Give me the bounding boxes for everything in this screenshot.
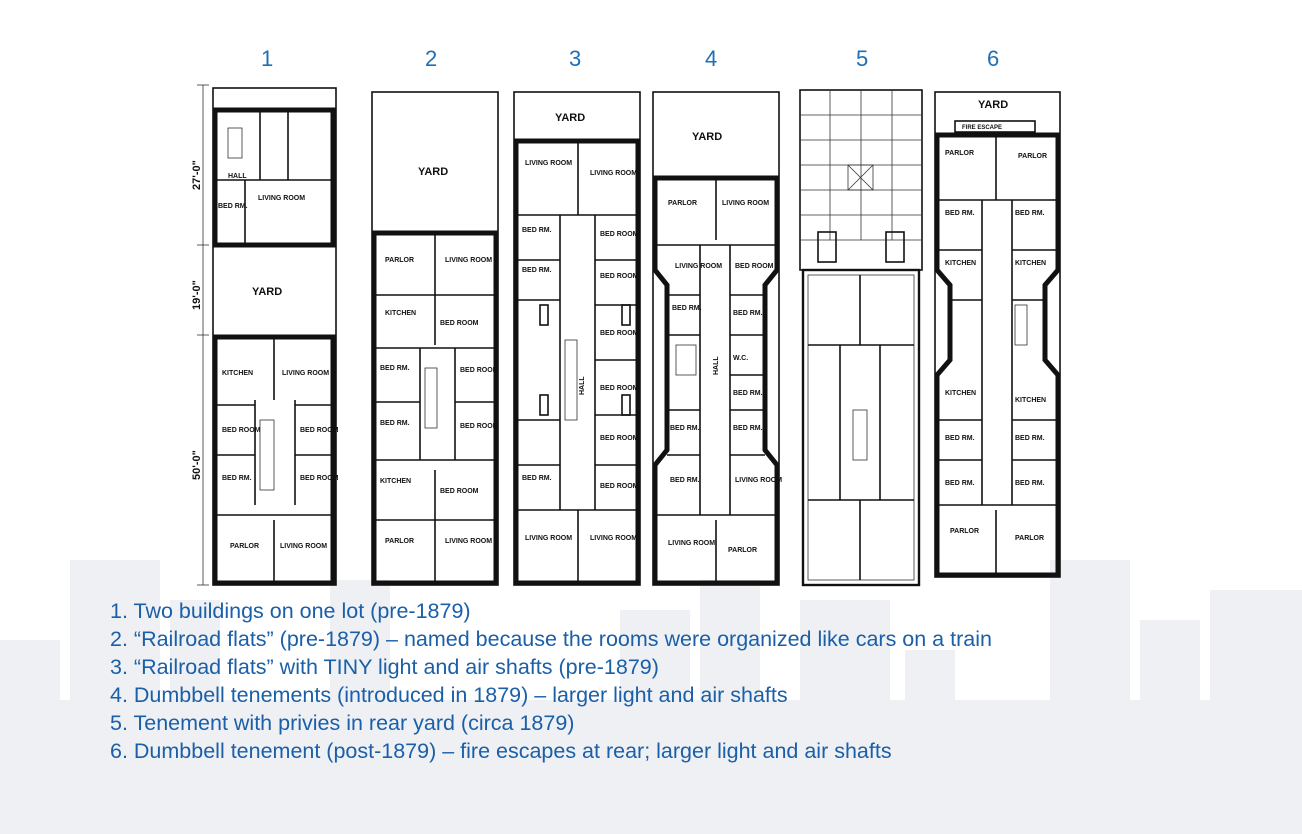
room-label: LIVING ROOM: [445, 538, 492, 545]
caption-3: 3. “Railroad flats” with TINY light and …: [110, 655, 659, 679]
plan-2: YARD PARLOR LIVING ROOM KITCHEN BED ROOM…: [371, 91, 499, 586]
room-label: YARD: [692, 131, 722, 143]
room-label: BED RM.: [670, 425, 700, 432]
room-label: BED ROOM: [600, 483, 639, 490]
dimension-label: 50'-0": [191, 450, 203, 480]
room-label: KITCHEN: [380, 478, 411, 485]
plan-number-6: 6: [987, 46, 1000, 71]
room-label: BED ROOM: [600, 435, 639, 442]
room-label: BED ROOM: [600, 330, 639, 337]
room-label: YARD: [252, 286, 282, 298]
room-label: HALL: [713, 356, 720, 375]
room-label: BED RM.: [733, 310, 763, 317]
room-label: PARLOR: [385, 538, 414, 545]
room-label: LIVING ROOM: [525, 160, 572, 167]
plan-number-1: 1: [261, 46, 274, 71]
room-label: BED ROOM: [735, 263, 774, 270]
room-label: BED RM.: [218, 203, 248, 210]
room-label: HALL: [228, 173, 247, 180]
room-label: LIVING ROOM: [735, 477, 782, 484]
plan-number-2: 2: [425, 46, 438, 71]
room-label: LIVING ROOM: [668, 540, 715, 547]
plan-1: 27'-0" 19'-0" 50'-0" HALL LIVING ROOM BE…: [191, 84, 339, 586]
room-label: BED RM.: [945, 435, 975, 442]
caption-2: 2. “Railroad flats” (pre-1879) – named b…: [110, 627, 992, 651]
plan-number-5: 5: [856, 46, 869, 71]
room-label: LIVING ROOM: [590, 535, 637, 542]
room-label: PARLOR: [950, 528, 979, 535]
room-label: BED ROOM: [460, 423, 499, 430]
room-label: LIVING ROOM: [525, 535, 572, 542]
room-label: YARD: [978, 99, 1008, 111]
room-label: PARLOR: [1018, 153, 1047, 160]
room-label: BED RM.: [1015, 435, 1045, 442]
room-label: YARD: [555, 112, 585, 124]
room-label: BED ROOM: [600, 385, 639, 392]
dimension-label: 27'-0": [191, 160, 203, 190]
room-label: PARLOR: [1015, 535, 1044, 542]
caption-4: 4. Dumbbell tenements (introduced in 187…: [110, 683, 788, 707]
room-label: PARLOR: [728, 547, 757, 554]
room-label: PARLOR: [945, 150, 974, 157]
room-label: KITCHEN: [945, 260, 976, 267]
caption-6: 6. Dumbbell tenement (post-1879) – fire …: [110, 739, 892, 763]
room-label: BED ROOM: [600, 273, 639, 280]
room-label: KITCHEN: [222, 370, 253, 377]
room-label: BED ROOM: [460, 367, 499, 374]
room-label: LIVING ROOM: [590, 170, 637, 177]
room-label: BED RM.: [945, 480, 975, 487]
room-label: LIVING ROOM: [280, 543, 327, 550]
room-label: BED ROOM: [600, 231, 639, 238]
room-label: BED RM.: [522, 267, 552, 274]
room-label: KITCHEN: [385, 310, 416, 317]
room-label: YARD: [418, 166, 448, 178]
room-label: KITCHEN: [1015, 397, 1046, 404]
room-label: BED RM.: [1015, 480, 1045, 487]
room-label: BED RM.: [522, 227, 552, 234]
room-label: BED ROOM: [222, 427, 261, 434]
room-label: BED RM.: [670, 477, 700, 484]
room-label: LIVING ROOM: [722, 200, 769, 207]
room-label: BED RM.: [1015, 210, 1045, 217]
plan-6: YARD FIRE ESCAPE PARLOR PARLOR BED RM. B…: [934, 91, 1061, 578]
room-label: KITCHEN: [1015, 260, 1046, 267]
plan-4: YARD PARLOR LIVING ROOM LIVING ROOM BED …: [652, 91, 782, 586]
room-label: W.C.: [733, 355, 748, 362]
room-label: FIRE ESCAPE: [962, 125, 1002, 131]
dimension-label: 19'-0": [191, 280, 203, 310]
plan-number-4: 4: [705, 46, 718, 71]
room-label: BED RM.: [380, 420, 410, 427]
room-label: PARLOR: [385, 257, 414, 264]
room-label: PARLOR: [230, 543, 259, 550]
room-label: BED RM.: [672, 305, 702, 312]
room-label: BED RM.: [945, 210, 975, 217]
room-label: HALL: [579, 376, 586, 395]
caption-5: 5. Tenement with privies in rear yard (c…: [110, 711, 575, 735]
room-label: BED RM.: [380, 365, 410, 372]
room-label: LIVING ROOM: [445, 257, 492, 264]
room-label: BED RM.: [733, 425, 763, 432]
room-label: BED ROOM: [300, 427, 339, 434]
room-label: LIVING ROOM: [675, 263, 722, 270]
room-label: BED RM.: [222, 475, 252, 482]
room-label: BED ROOM: [440, 320, 479, 327]
room-label: BED ROOM: [300, 475, 339, 482]
plan-number-3: 3: [569, 46, 582, 71]
plan-3: YARD LIVING ROOM LIVING ROOM BED RM. BED…: [513, 91, 641, 586]
room-label: BED ROOM: [440, 488, 479, 495]
plan-5: [799, 89, 923, 587]
room-label: KITCHEN: [945, 390, 976, 397]
room-label: LIVING ROOM: [258, 195, 305, 202]
room-label: BED RM.: [522, 475, 552, 482]
room-label: BED RM.: [733, 390, 763, 397]
caption-1: 1. Two buildings on one lot (pre-1879): [110, 599, 471, 623]
room-label: PARLOR: [668, 200, 697, 207]
room-label: LIVING ROOM: [282, 370, 329, 377]
